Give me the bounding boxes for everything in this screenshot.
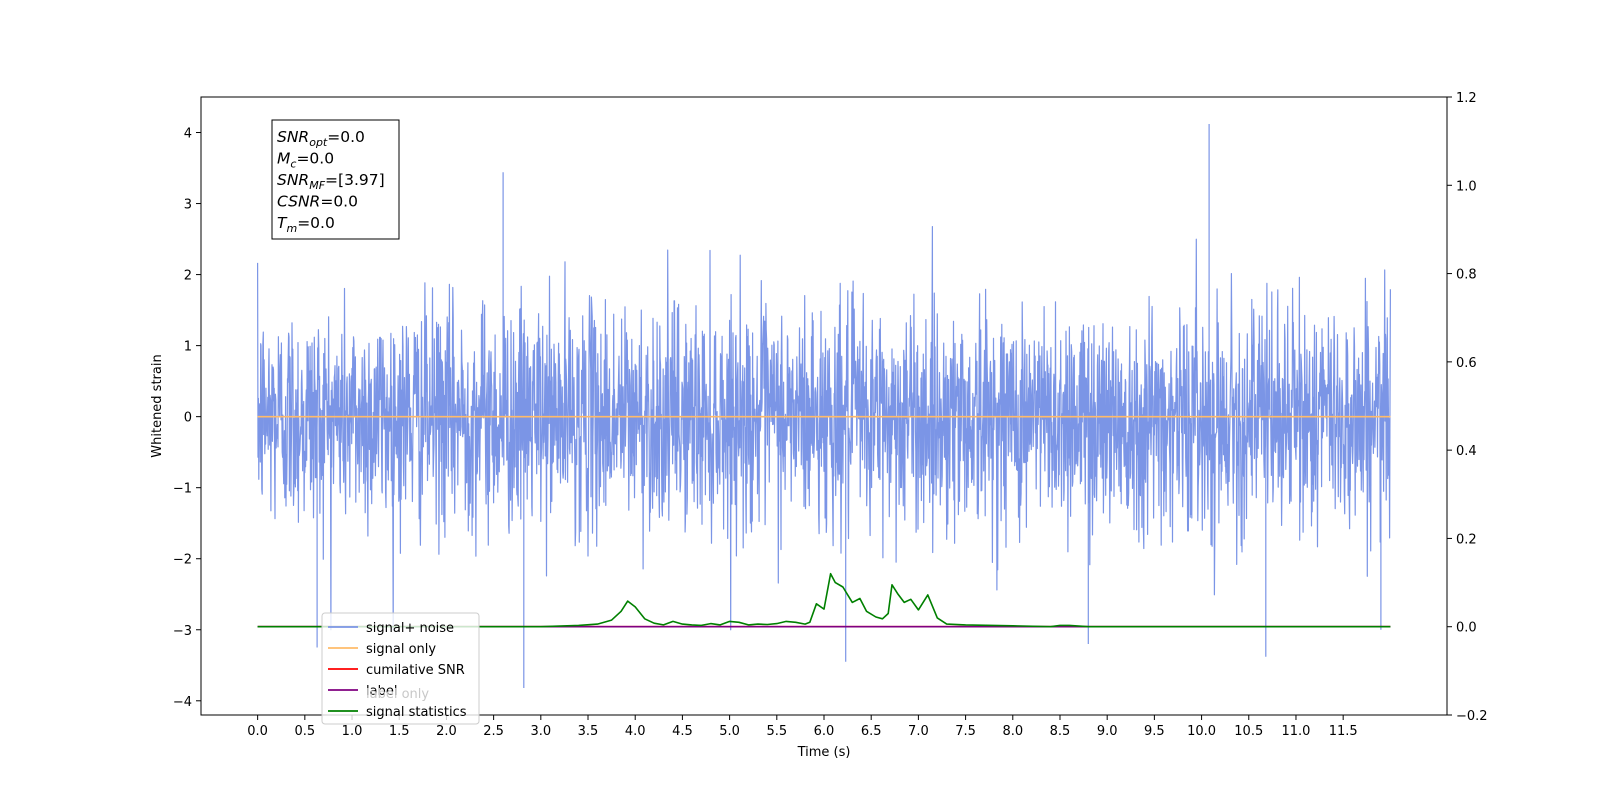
info-subscript: MF: [309, 179, 325, 192]
y-left-tick-label: 2: [184, 269, 192, 284]
legend-label: signal only: [366, 642, 436, 657]
x-tick-label: 4.5: [672, 724, 693, 739]
y-left-tick-label: −2: [173, 553, 192, 568]
x-tick-label: 0.5: [294, 724, 315, 739]
info-box-frame: [271, 119, 400, 240]
x-tick-label: 1.5: [389, 724, 410, 739]
x-tick-label: 0.0: [247, 724, 268, 739]
x-tick-label: 1.0: [342, 724, 363, 739]
y-right-tick-label: 1.0: [1456, 179, 1477, 194]
info-line: CSNR=0.0: [277, 193, 358, 211]
x-tick-label: 6.5: [861, 724, 882, 739]
x-tick-label: 11.0: [1281, 724, 1310, 739]
x-tick-label: 3.5: [578, 724, 599, 739]
y-left-tick-label: 4: [184, 127, 192, 142]
y-right-tick-label: −0.2: [1456, 709, 1488, 724]
x-axis-ticks: 0.0 0.5 1.0 1.5 2.0 2.5 3.0 3.5 4.0 4.5 5.0 5.5 6.0 6…: [247, 715, 1358, 739]
legend-label: label: [366, 684, 397, 699]
info-line: SNRMF=[3.97]: [277, 171, 385, 192]
y-left-tick-label: −3: [173, 624, 192, 639]
y-right-tick-label: 0.4: [1456, 444, 1477, 459]
info-subscript: opt: [309, 136, 328, 149]
info-line: SNRopt=0.0: [277, 128, 365, 149]
info-line: Mc=0.0: [277, 150, 334, 171]
x-tick-label: 9.5: [1144, 724, 1165, 739]
x-tick-label: 3.0: [530, 724, 551, 739]
x-tick-label: 5.5: [766, 724, 787, 739]
y-right-tick-label: 1.2: [1456, 91, 1477, 106]
legend-label: signal statistics: [366, 705, 467, 720]
x-tick-label: 10.0: [1187, 724, 1216, 739]
info-symbol: SNR: [277, 128, 309, 146]
x-tick-label: 8.0: [1002, 724, 1023, 739]
x-tick-label: 7.5: [955, 724, 976, 739]
legend-label: signal+ noise: [366, 621, 454, 636]
x-tick-label: 4.0: [625, 724, 646, 739]
y-left-tick-label: 0: [184, 411, 192, 426]
info-value: =0.0: [296, 150, 334, 168]
legend-label: cumilative SNR: [366, 663, 465, 678]
x-tick-label: 11.5: [1329, 724, 1358, 739]
x-tick-label: 9.0: [1097, 724, 1118, 739]
y-left-tick-label: −1: [173, 482, 192, 497]
info-value: =0.0: [297, 214, 335, 232]
info-subscript: m: [286, 222, 297, 235]
info-subscript: c: [290, 158, 296, 171]
x-tick-label: 2.0: [436, 724, 457, 739]
legend: signal+ noise signal only cumilative SNR la…: [321, 612, 480, 725]
y-right-tick-label: 0.2: [1456, 532, 1477, 547]
info-symbol: SNR: [277, 171, 309, 189]
info-value: =[3.97]: [325, 171, 385, 189]
info-symbol: T: [277, 214, 288, 232]
info-line: Tm=0.0: [277, 214, 335, 235]
legend-label-hidden: label only: [366, 687, 429, 702]
y-right-tick-label: 0.6: [1456, 356, 1477, 371]
y-left-tick-label: 1: [184, 340, 192, 355]
info-symbol: CSNR: [277, 193, 320, 211]
legend-frame: [321, 612, 480, 725]
info-value: =0.0: [320, 193, 358, 211]
info-box: SNRopt=0.0Mc=0.0SNRMF=[3.97]CSNR=0.0Tm=0…: [271, 119, 400, 240]
info-value: =0.0: [327, 128, 365, 146]
x-tick-label: 2.5: [483, 724, 504, 739]
x-tick-label: 5.0: [719, 724, 740, 739]
info-symbol: M: [277, 150, 290, 168]
x-axis-label: Time (s): [797, 745, 851, 760]
plot-area: [257, 124, 1391, 688]
y-right-tick-label: 0.0: [1456, 621, 1477, 636]
y-right-tick-label: 0.8: [1456, 268, 1477, 283]
series-line-0: [257, 124, 1391, 688]
y-left-tick-label: 3: [184, 198, 192, 213]
series-line-5: [257, 572, 1391, 628]
x-tick-label: 8.5: [1050, 724, 1071, 739]
x-tick-label: 10.5: [1234, 724, 1263, 739]
x-tick-label: 6.0: [814, 724, 835, 739]
x-tick-label: 7.0: [908, 724, 929, 739]
y-axis-label: Whitened strain: [150, 354, 165, 457]
y-right-axis-ticks: 1.2 1.0 0.8 0.6 0.4 0.2 0.0 −0.2: [1447, 91, 1488, 724]
y-left-tick-label: −4: [173, 695, 192, 710]
y-left-axis-ticks: 4 3 2 1 0 −1 −2 −3 −4: [173, 127, 201, 710]
